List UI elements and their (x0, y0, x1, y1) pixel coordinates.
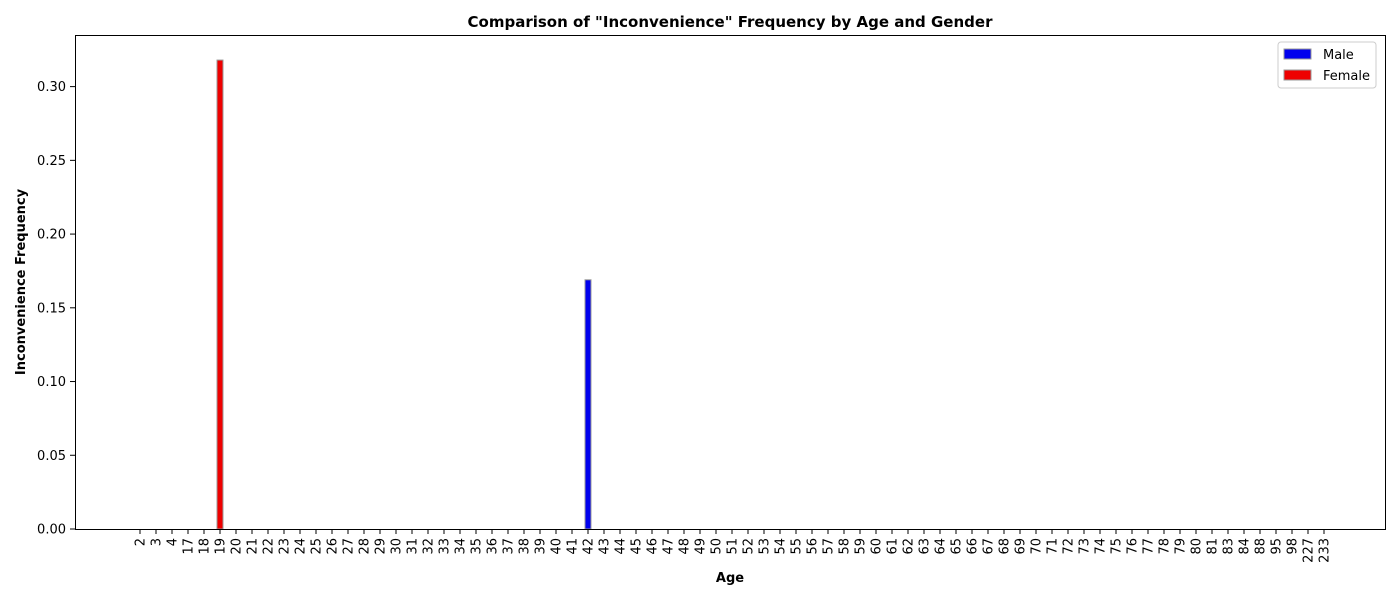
legend: Male Female (1277, 41, 1377, 89)
x-tick-label: 27 (342, 538, 357, 555)
bars-group (216, 59, 592, 530)
x-tick-label: 81 (1206, 538, 1221, 555)
x-tick-label: 60 (870, 538, 885, 555)
legend-label-male: Male (1323, 48, 1354, 63)
y-tick-label: 0.25 (37, 154, 66, 169)
x-tick-label: 71 (1046, 538, 1061, 555)
x-tick-label: 37 (502, 538, 517, 555)
bar-female-19 (216, 59, 224, 530)
x-tick-label: 49 (694, 538, 709, 555)
x-tick-label: 28 (358, 538, 373, 555)
x-tick-label: 20 (230, 538, 245, 555)
x-tick-label: 95 (1270, 538, 1285, 555)
x-tick-label: 69 (1014, 538, 1029, 555)
y-tick-label: 0.15 (37, 301, 66, 316)
x-tick-label: 66 (966, 538, 981, 555)
x-tick-label: 98 (1286, 538, 1301, 555)
x-tick-label: 19 (214, 538, 229, 555)
plot-frame (75, 35, 1386, 530)
x-tick-label: 43 (598, 538, 613, 555)
x-tick-label: 42 (582, 538, 597, 555)
x-tick-label: 39 (534, 538, 549, 555)
x-tick-label: 44 (614, 538, 629, 555)
x-tick-label: 53 (758, 538, 773, 555)
legend-label-female: Female (1323, 69, 1370, 84)
x-tick-label: 26 (326, 538, 341, 555)
y-tick-label: 0.10 (37, 375, 66, 390)
x-tick-label: 45 (630, 538, 645, 555)
x-tick-label: 56 (806, 538, 821, 555)
legend-swatch-female (1283, 69, 1312, 81)
y-tick-label: 0.20 (37, 228, 66, 243)
x-tick-label: 40 (550, 538, 565, 555)
x-tick-label: 76 (1126, 538, 1141, 555)
x-tick-label: 61 (886, 538, 901, 555)
x-tick-label: 70 (1030, 538, 1045, 555)
x-tick-label: 54 (774, 538, 789, 555)
x-tick-label: 55 (790, 538, 805, 555)
x-tick-label: 3 (150, 538, 165, 546)
x-tick-label: 38 (518, 538, 533, 555)
x-tick-label: 79 (1174, 538, 1189, 555)
x-tick-label: 72 (1062, 538, 1077, 555)
y-axis: 0.00 0.05 0.10 0.15 0.20 0.25 0.30 (37, 80, 75, 538)
x-tick-label: 47 (662, 538, 677, 555)
y-axis-label: Inconvenience Frequency (14, 188, 29, 375)
x-tick-label: 67 (982, 538, 997, 555)
x-tick-label: 74 (1094, 538, 1109, 555)
x-tick-label: 52 (742, 538, 757, 555)
x-tick-label: 33 (438, 538, 453, 555)
y-tick-label: 0.00 (37, 523, 66, 538)
x-tick-label: 84 (1238, 538, 1253, 555)
x-tick-label: 65 (950, 538, 965, 555)
x-tick-label: 73 (1078, 538, 1093, 555)
x-tick-label: 80 (1190, 538, 1205, 555)
x-tick-label: 2 (134, 538, 149, 546)
x-tick-label: 51 (726, 538, 741, 555)
x-tick-label: 21 (246, 538, 261, 555)
x-tick-label: 63 (918, 538, 933, 555)
x-tick-label: 88 (1254, 538, 1269, 555)
x-tick-label: 58 (838, 538, 853, 555)
x-tick-label: 57 (822, 538, 837, 555)
y-tick-label: 0.05 (37, 449, 66, 464)
x-tick-label: 17 (182, 538, 197, 555)
x-tick-label: 24 (294, 538, 309, 555)
x-tick-label: 68 (998, 538, 1013, 555)
x-tick-label: 50 (710, 538, 725, 555)
x-tick-label: 36 (486, 538, 501, 555)
x-tick-label: 75 (1110, 538, 1125, 555)
x-tick-label: 29 (374, 538, 389, 555)
x-axis-label: Age (716, 571, 744, 586)
bar-male-42 (584, 279, 592, 530)
x-tick-label: 35 (470, 538, 485, 555)
x-tick-label: 227 (1302, 538, 1317, 563)
x-tick-label: 4 (166, 538, 181, 546)
x-tick-label: 64 (934, 538, 949, 555)
x-tick-label: 233 (1318, 538, 1333, 563)
x-tick-label: 23 (278, 538, 293, 555)
x-tick-label: 18 (198, 538, 213, 555)
x-tick-label: 34 (454, 538, 469, 555)
x-tick-label: 31 (406, 538, 421, 555)
chart-title: Comparison of "Inconvenience" Frequency … (468, 13, 994, 31)
x-tick-label: 25 (310, 538, 325, 555)
x-tick-label: 78 (1158, 538, 1173, 555)
y-tick-label: 0.30 (37, 80, 66, 95)
x-tick-label: 46 (646, 538, 661, 555)
x-tick-label: 32 (422, 538, 437, 555)
x-tick-label: 83 (1222, 538, 1237, 555)
x-tick-label: 62 (902, 538, 917, 555)
x-axis: 2 3 4 17 18 19 20 21 22 23 24 25 26 27 28 29 30 31 32 33 34 3… (134, 529, 1333, 563)
x-tick-label: 48 (678, 538, 693, 555)
x-tick-label: 77 (1142, 538, 1157, 555)
x-tick-label: 59 (854, 538, 869, 555)
x-tick-label: 30 (390, 538, 405, 555)
legend-swatch-male (1283, 48, 1312, 60)
x-tick-label: 22 (262, 538, 277, 555)
x-tick-label: 41 (566, 538, 581, 555)
